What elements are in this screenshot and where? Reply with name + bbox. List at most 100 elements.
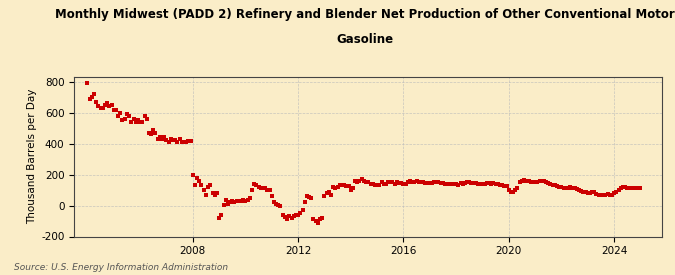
Point bbox=[435, 181, 446, 185]
Point bbox=[492, 182, 503, 186]
Point bbox=[591, 192, 602, 196]
Point bbox=[100, 103, 111, 107]
Point bbox=[95, 106, 106, 110]
Point bbox=[578, 189, 589, 194]
Point bbox=[119, 117, 130, 121]
Point bbox=[172, 140, 183, 144]
Point bbox=[293, 213, 304, 217]
Point bbox=[495, 183, 506, 188]
Point bbox=[549, 183, 560, 188]
Point bbox=[86, 95, 97, 99]
Point bbox=[220, 198, 231, 202]
Text: Gasoline: Gasoline bbox=[336, 33, 393, 46]
Point bbox=[620, 185, 630, 189]
Point bbox=[299, 200, 310, 205]
Point bbox=[504, 188, 514, 192]
Point bbox=[534, 178, 545, 183]
Point bbox=[135, 120, 146, 124]
Point bbox=[451, 182, 462, 186]
Point bbox=[93, 104, 104, 109]
Point bbox=[449, 182, 460, 186]
Point bbox=[90, 100, 101, 104]
Point bbox=[102, 101, 113, 106]
Point bbox=[560, 186, 571, 191]
Point bbox=[604, 192, 615, 197]
Point bbox=[618, 185, 628, 189]
Point bbox=[115, 111, 126, 115]
Point bbox=[358, 178, 369, 183]
Point bbox=[453, 182, 464, 187]
Point bbox=[269, 200, 279, 205]
Point bbox=[470, 181, 481, 185]
Point bbox=[258, 186, 269, 191]
Point bbox=[616, 186, 626, 190]
Point bbox=[475, 182, 486, 186]
Point bbox=[628, 186, 639, 190]
Point bbox=[502, 184, 512, 188]
Point bbox=[194, 178, 205, 183]
Point bbox=[325, 192, 336, 197]
Point bbox=[271, 202, 281, 206]
Point bbox=[124, 114, 134, 118]
Point bbox=[169, 138, 180, 143]
Point bbox=[179, 140, 190, 144]
Point bbox=[232, 199, 242, 203]
Point bbox=[576, 189, 587, 193]
Point bbox=[551, 184, 562, 188]
Point bbox=[240, 199, 251, 203]
Point bbox=[188, 172, 198, 177]
Point bbox=[472, 182, 483, 186]
Point bbox=[633, 186, 644, 191]
Point bbox=[624, 186, 634, 191]
Point bbox=[367, 182, 378, 186]
Point bbox=[229, 199, 240, 204]
Point bbox=[466, 181, 477, 185]
Point bbox=[541, 180, 551, 185]
Point bbox=[251, 183, 262, 188]
Point bbox=[288, 214, 299, 219]
Point bbox=[600, 192, 611, 197]
Point bbox=[246, 188, 257, 192]
Point bbox=[146, 132, 157, 136]
Point bbox=[483, 181, 494, 185]
Point bbox=[486, 182, 497, 186]
Point bbox=[202, 185, 213, 189]
Point bbox=[512, 186, 523, 191]
Point bbox=[630, 186, 641, 191]
Point bbox=[593, 192, 604, 197]
Y-axis label: Thousand Barrels per Day: Thousand Barrels per Day bbox=[27, 89, 37, 224]
Point bbox=[218, 203, 229, 207]
Point bbox=[567, 186, 578, 190]
Point bbox=[402, 180, 413, 185]
Point bbox=[514, 179, 525, 184]
Point bbox=[281, 216, 292, 221]
Point bbox=[82, 81, 93, 86]
Point bbox=[348, 186, 358, 191]
Point bbox=[587, 190, 597, 195]
Point bbox=[381, 182, 392, 186]
Point bbox=[207, 191, 218, 195]
Point bbox=[214, 216, 225, 220]
Point bbox=[580, 189, 591, 194]
Point bbox=[222, 202, 233, 206]
Text: Source: U.S. Energy Information Administration: Source: U.S. Energy Information Administ… bbox=[14, 263, 227, 272]
Point bbox=[104, 104, 115, 109]
Point bbox=[516, 178, 527, 183]
Point bbox=[185, 139, 196, 144]
Point bbox=[571, 187, 582, 191]
Point bbox=[497, 183, 508, 188]
Point bbox=[442, 182, 453, 186]
Point bbox=[126, 120, 137, 124]
Point bbox=[437, 181, 448, 185]
Point bbox=[238, 198, 248, 202]
Point bbox=[323, 189, 334, 194]
Point bbox=[518, 178, 529, 182]
Point bbox=[130, 120, 141, 124]
Point bbox=[234, 199, 244, 203]
Point bbox=[174, 137, 185, 141]
Point bbox=[574, 188, 585, 192]
Point bbox=[317, 216, 328, 220]
Point bbox=[143, 131, 154, 135]
Point bbox=[490, 182, 501, 186]
Point bbox=[279, 215, 290, 219]
